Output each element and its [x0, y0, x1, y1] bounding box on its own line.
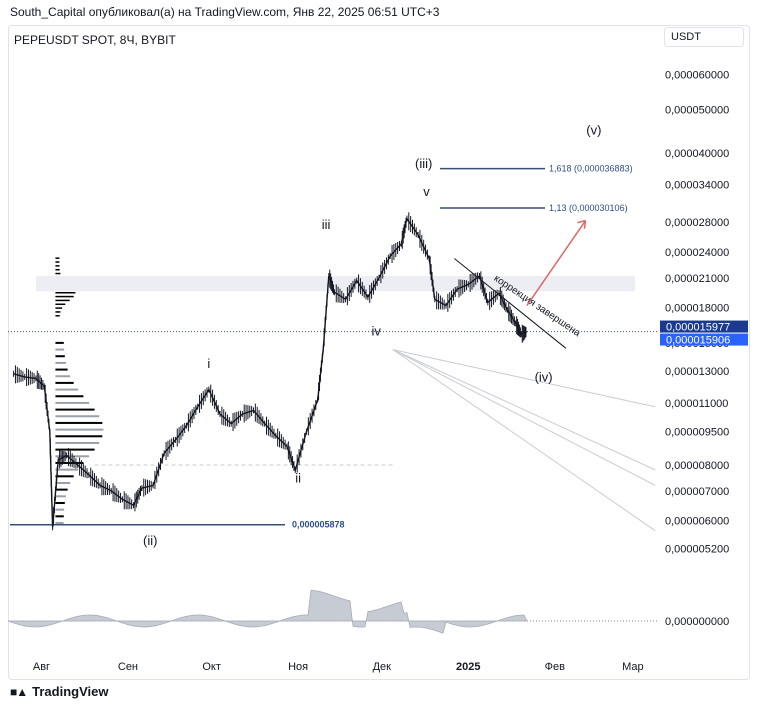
- tradingview-logo-icon: ■▲: [10, 684, 28, 699]
- currency-selector[interactable]: USDT: [664, 27, 744, 47]
- brand-label: TradingView: [32, 684, 109, 699]
- symbol-title: PEPEUSDT SPOT, 8Ч, BYBIT: [14, 33, 176, 47]
- footer-brand: ■▲ TradingView: [10, 684, 108, 699]
- chart-frame: [8, 25, 750, 680]
- publisher-header: South_Capital опубликовал(а) на TradingV…: [10, 5, 440, 19]
